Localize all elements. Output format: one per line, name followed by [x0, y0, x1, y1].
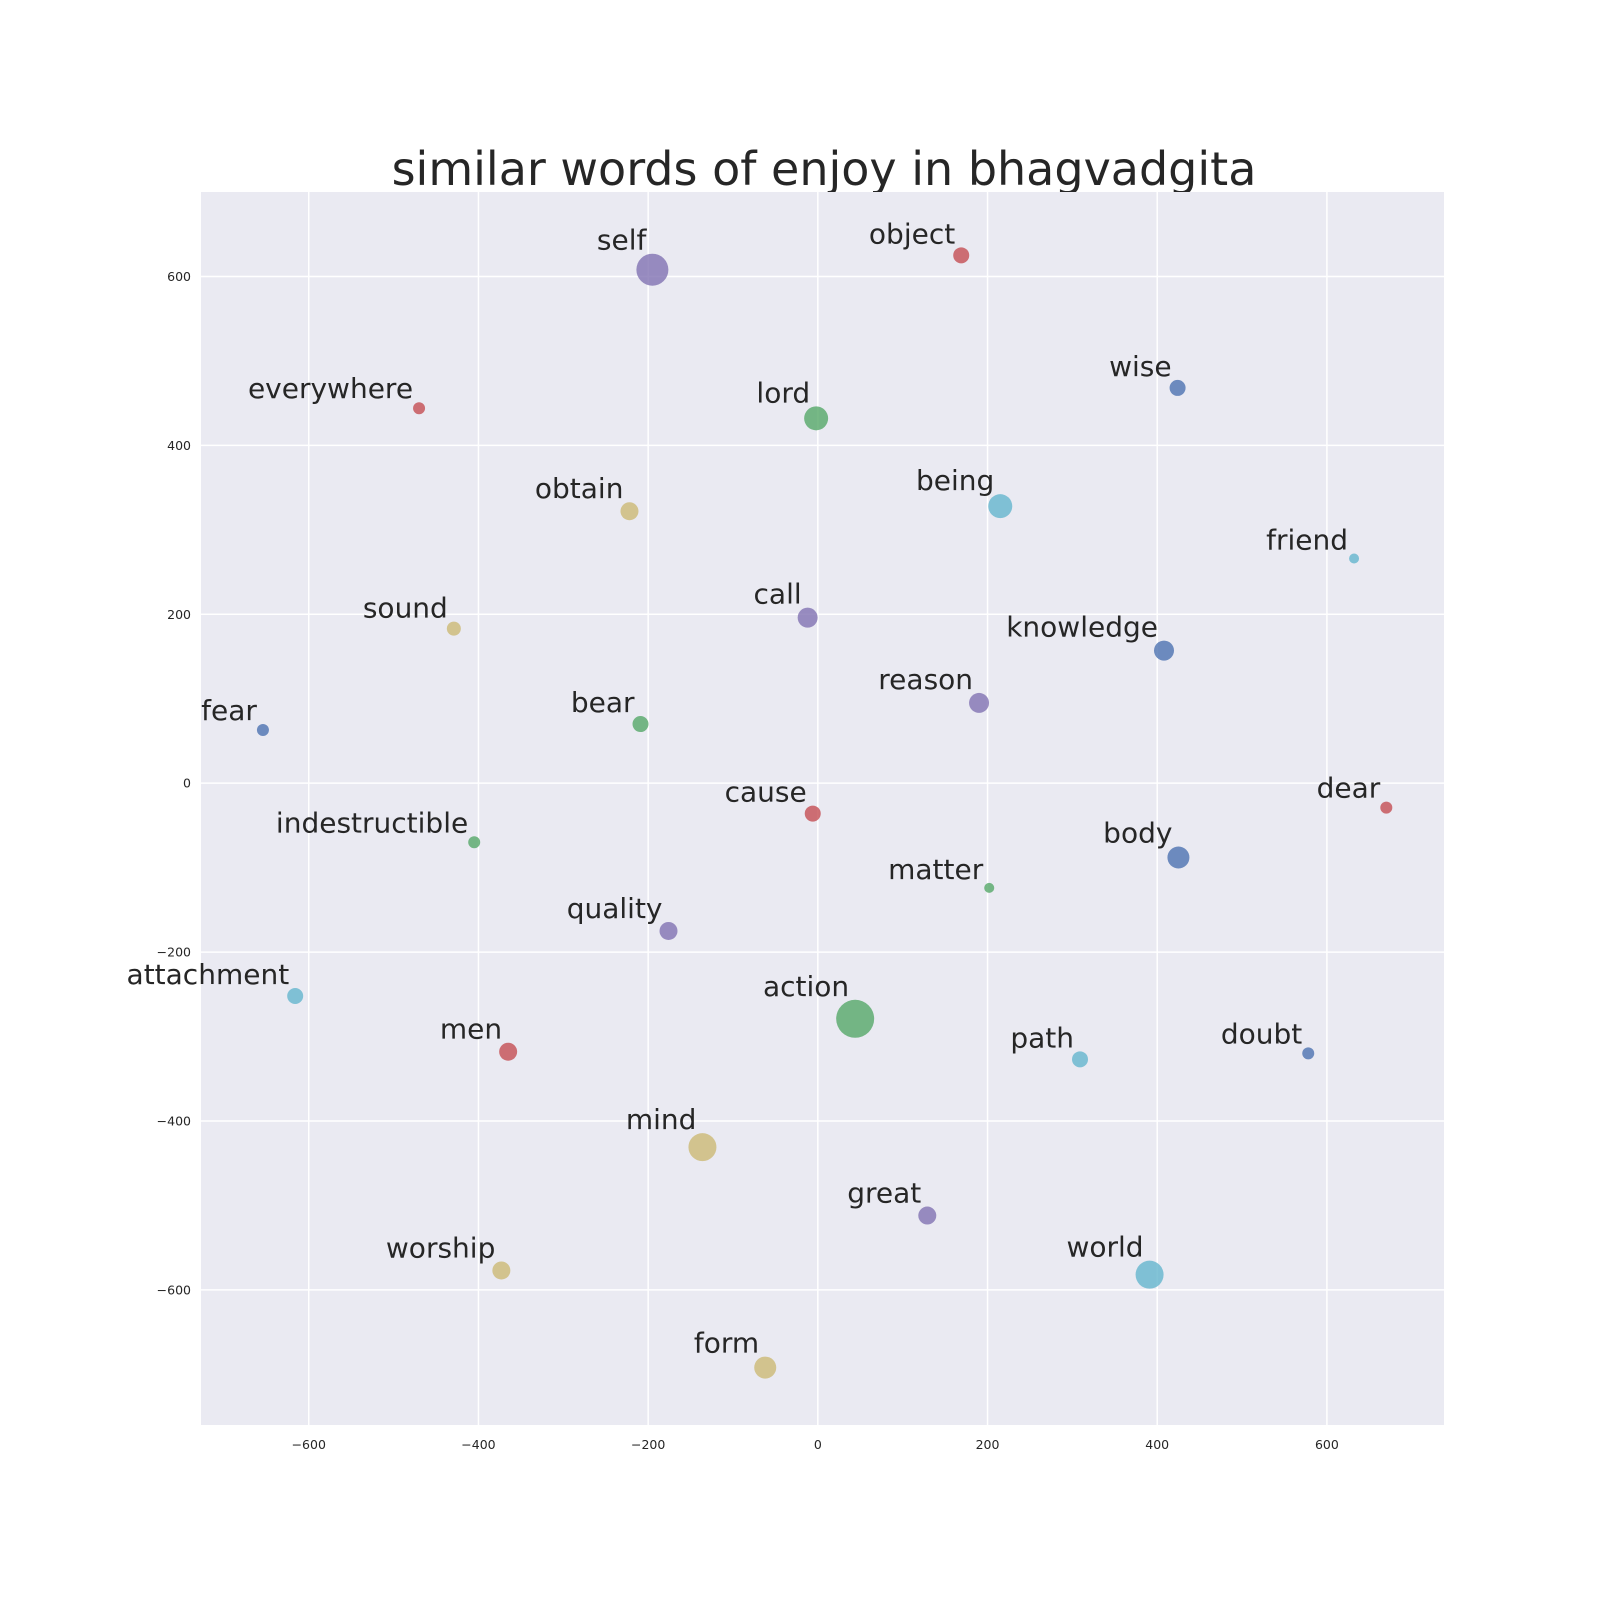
point-label-quality: quality: [567, 892, 663, 925]
data-point-self: [636, 253, 669, 286]
point-label-worship: worship: [386, 1231, 495, 1264]
y-tick-label: −200: [157, 945, 191, 960]
point-label-fear: fear: [201, 694, 257, 727]
data-point-being: [988, 494, 1013, 519]
point-label-knowledge: knowledge: [1006, 611, 1158, 644]
point-label-world: world: [1066, 1231, 1143, 1264]
tick-labels: −600 −400 −200 0 200 400 600 600 400 200 0 −200 −400…: [157, 269, 1339, 1452]
point-label-indestructible: indestructible: [276, 806, 468, 839]
data-point-form: [754, 1356, 777, 1379]
data-point-great: [918, 1206, 937, 1225]
data-point-doubt: [1302, 1047, 1315, 1060]
point-label-everywhere: everywhere: [248, 372, 413, 405]
x-tick-label: −200: [631, 1437, 665, 1452]
data-point-wise: [1169, 379, 1186, 396]
data-point-action: [836, 999, 875, 1038]
data-point-sound: [446, 621, 461, 636]
point-labels: self object wise everywhere lord obtain being f…: [127, 217, 1381, 1359]
point-label-form: form: [694, 1327, 759, 1360]
data-point-lord: [804, 406, 829, 431]
x-tick-label: −600: [292, 1437, 326, 1452]
point-label-self: self: [597, 224, 648, 257]
data-points: [256, 247, 1393, 1379]
data-point-reason: [969, 692, 990, 713]
point-label-action: action: [763, 970, 849, 1003]
data-point-matter: [984, 882, 995, 893]
data-point-call: [797, 607, 818, 628]
y-tick-label: 0: [183, 776, 191, 791]
data-point-friend: [1349, 553, 1360, 564]
point-label-mind: mind: [626, 1103, 697, 1136]
point-label-lord: lord: [756, 376, 810, 409]
x-tick-label: 600: [1315, 1437, 1339, 1452]
y-tick-label: 600: [167, 269, 191, 284]
point-label-attachment: attachment: [127, 958, 290, 991]
point-label-reason: reason: [878, 663, 973, 696]
y-tick-label: 400: [167, 438, 191, 453]
y-tick-label: 200: [167, 607, 191, 622]
data-point-fear: [256, 723, 269, 736]
data-point-mind: [688, 1133, 717, 1162]
data-point-everywhere: [413, 402, 426, 415]
data-point-body: [1167, 846, 1190, 869]
data-point-dear: [1380, 801, 1393, 814]
data-point-world: [1135, 1260, 1164, 1289]
y-tick-label: −400: [157, 1113, 191, 1128]
grid: [201, 192, 1444, 1425]
data-point-bear: [632, 716, 649, 733]
x-tick-label: 400: [1145, 1437, 1169, 1452]
data-point-attachment: [287, 987, 304, 1004]
y-tick-label: −600: [157, 1282, 191, 1297]
point-label-cause: cause: [725, 776, 807, 809]
point-label-doubt: doubt: [1221, 1017, 1302, 1050]
point-label-matter: matter: [888, 853, 984, 886]
plot-area: [201, 192, 1444, 1425]
data-point-cause: [804, 805, 821, 822]
data-point-indestructible: [468, 836, 481, 849]
point-label-men: men: [440, 1013, 502, 1046]
data-point-object: [953, 247, 970, 264]
point-label-being: being: [916, 464, 994, 497]
point-label-path: path: [1010, 1021, 1074, 1054]
x-tick-label: 0: [814, 1437, 822, 1452]
chart-title: similar words of enjoy in bhagvadgita: [392, 142, 1257, 196]
point-label-object: object: [869, 217, 955, 250]
point-label-great: great: [847, 1177, 921, 1210]
point-label-obtain: obtain: [535, 472, 624, 505]
data-point-men: [499, 1042, 518, 1061]
x-tick-label: −400: [461, 1437, 495, 1452]
data-point-worship: [492, 1261, 511, 1280]
x-tick-label: 200: [976, 1437, 1000, 1452]
point-label-call: call: [754, 578, 802, 611]
point-label-dear: dear: [1317, 772, 1381, 805]
point-label-friend: friend: [1266, 524, 1348, 557]
point-label-sound: sound: [363, 592, 448, 625]
data-point-quality: [659, 921, 678, 940]
data-point-knowledge: [1154, 640, 1175, 661]
point-label-body: body: [1103, 816, 1172, 849]
data-point-path: [1072, 1051, 1089, 1068]
data-point-obtain: [620, 502, 639, 521]
point-label-wise: wise: [1109, 350, 1172, 383]
point-label-bear: bear: [571, 686, 635, 719]
